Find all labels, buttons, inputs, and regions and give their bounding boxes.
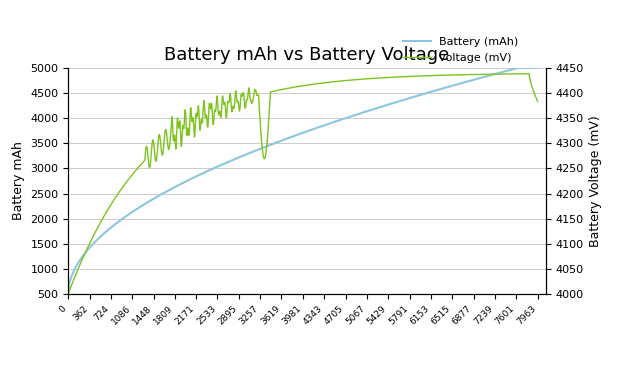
voltage (mV) [534, 99, 541, 104]
voltage (mV) [412, 74, 420, 78]
Title: Battery mAh vs Battery Voltage: Battery mAh vs Battery Voltage [164, 46, 450, 64]
Battery (mAh) [342, 116, 350, 120]
Battery (mAh) [534, 66, 541, 70]
Line: Battery (mAh): Battery (mAh) [68, 68, 538, 294]
voltage (mV) [234, 99, 242, 104]
voltage (mV) [88, 237, 95, 241]
Battery (mAh) [88, 243, 95, 247]
voltage (mV) [64, 292, 72, 296]
voltage (mV) [363, 77, 370, 81]
Battery (mAh) [412, 94, 420, 98]
Battery (mAh) [363, 109, 370, 114]
Battery (mAh) [438, 87, 445, 91]
Battery (mAh) [515, 66, 522, 70]
Legend: Battery (mAh), voltage (mV): Battery (mAh), voltage (mV) [399, 33, 523, 67]
Y-axis label: Battery Voltage (mV): Battery Voltage (mV) [589, 115, 602, 247]
Battery (mAh) [234, 155, 242, 160]
Battery (mAh) [64, 292, 72, 296]
Y-axis label: Battery mAh: Battery mAh [12, 141, 25, 221]
voltage (mV) [342, 78, 350, 83]
voltage (mV) [438, 73, 445, 78]
voltage (mV) [525, 72, 533, 76]
Line: voltage (mV): voltage (mV) [68, 74, 538, 294]
